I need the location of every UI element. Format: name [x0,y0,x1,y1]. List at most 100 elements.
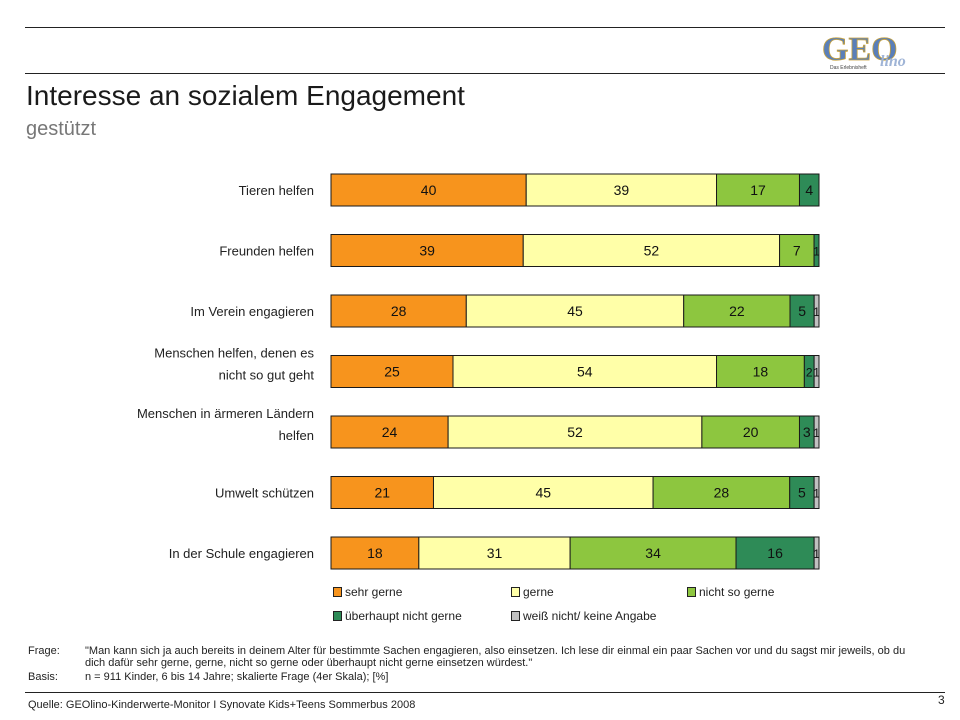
category-label-menschen-helfen-denen-es-nicht-so-gut-geht-line-2: nicht so gut geht [219,368,315,383]
data-label-umwelt-schuetzen-nicht-so-gerne: 28 [714,485,730,501]
data-label-tieren-helfen-ueberhaupt-nicht-gerne: 4 [805,182,813,198]
bar-freunden-helfen-ueberhaupt-nicht-gerne [813,234,820,267]
legend-label: überhaupt nicht gerne [345,609,462,623]
legend-swatch [333,587,342,597]
note-frage: Frage: "Man kann sich ja auch bereits in… [28,645,928,669]
data-label-freunden-helfen-gerne: 52 [644,243,660,259]
data-label-menschen-helfen-denen-es-nicht-so-gut-geht-nicht-so-gerne: 18 [753,364,769,380]
source-note: Quelle: GEOlino-Kinderwerte-Monitor I Sy… [28,699,416,711]
top-rule [25,27,945,28]
category-label-tieren-helfen: Tieren helfen [239,183,314,198]
legend-item-nicht-so-gerne: nicht so gerne [687,585,774,601]
data-label-menschen-helfen-denen-es-nicht-so-gut-geht-ueberhaupt-nicht-gerne: 2 [806,366,813,380]
legend-label: nicht so gerne [699,585,775,599]
bar-in-der-schule-engagieren-sehr-gerne [330,536,420,570]
geolino-logo: GEO lino Das Erlebnisheft [822,31,906,71]
data-label-menschen-helfen-denen-es-nicht-so-gut-geht-gerne: 54 [577,364,593,380]
data-label-in-der-schule-engagieren-sehr-gerne: 18 [367,545,383,561]
legend-swatch [333,611,342,621]
legend-item-gerne: gerne [511,585,554,601]
data-label-in-der-schule-engagieren-ueberhaupt-nicht-gerne: 16 [767,545,783,561]
bar-menschen-in-aermeren-laendern-helfen-sehr-gerne [330,415,449,449]
legend-item-ueberhaupt-nicht-gerne: überhaupt nicht gerne [333,609,462,625]
data-label-menschen-in-aermeren-laendern-helfen-sehr-gerne: 24 [382,424,398,440]
bar-menschen-in-aermeren-laendern-helfen-nicht-so-gerne [701,415,800,449]
bar-menschen-helfen-denen-es-nicht-so-gut-geht-sehr-gerne [330,355,454,388]
data-label-tieren-helfen-gerne: 39 [614,182,630,198]
legend-swatch [687,587,696,597]
bar-tieren-helfen-sehr-gerne [330,173,527,207]
page-title: Interesse an sozialem Engagement [26,80,465,111]
data-label-umwelt-schuetzen-ueberhaupt-nicht-gerne: 5 [798,485,806,501]
data-label-menschen-helfen-denen-es-nicht-so-gut-geht-sehr-gerne: 25 [384,364,400,380]
data-label-in-der-schule-engagieren-gerne: 31 [487,545,503,561]
bar-im-verein-engagieren-gerne [465,294,685,328]
category-label-menschen-in-aermeren-laendern-helfen-line-1: Menschen in ärmeren Ländern [137,406,314,421]
data-label-in-der-schule-engagieren-nicht-so-gerne: 34 [645,545,661,561]
data-label-umwelt-schuetzen-weiss-nicht-keine-angabe: 1 [813,487,820,501]
bar-menschen-in-aermeren-laendern-helfen-gerne [447,415,703,449]
svg-text:lino: lino [880,53,906,70]
data-label-im-verein-engagieren-weiss-nicht-keine-angabe: 1 [813,305,820,319]
note-basis-label: Basis: [28,671,58,683]
data-label-umwelt-schuetzen-sehr-gerne: 21 [374,485,390,501]
data-label-menschen-helfen-denen-es-nicht-so-gut-geht-weiss-nicht-keine-angabe: 1 [813,366,820,380]
header-rule [25,73,945,74]
data-label-im-verein-engagieren-ueberhaupt-nicht-gerne: 5 [798,303,806,319]
data-label-menschen-in-aermeren-laendern-helfen-gerne: 52 [567,424,583,440]
legend-label: gerne [523,585,554,599]
data-label-freunden-helfen-nicht-so-gerne: 7 [793,243,801,259]
legend-label: sehr gerne [345,585,403,599]
category-label-im-verein-engagieren: Im Verein engagieren [190,304,314,319]
legend-swatch [511,611,520,621]
bar-tieren-helfen-ueberhaupt-nicht-gerne [798,173,820,207]
category-label-umwelt-schuetzen: Umwelt schützen [215,486,314,501]
data-label-im-verein-engagieren-gerne: 45 [567,303,583,319]
page-number: 3 [938,693,945,707]
data-label-tieren-helfen-nicht-so-gerne: 17 [750,182,766,198]
bar-in-der-schule-engagieren-gerne [418,536,571,570]
bar-menschen-helfen-denen-es-nicht-so-gut-geht-nicht-so-gerne [716,355,805,388]
legend-item-sehr-gerne: sehr gerne [333,585,402,601]
data-label-freunden-helfen-sehr-gerne: 39 [419,243,435,259]
bar-menschen-helfen-denen-es-nicht-so-gut-geht-weiss-nicht-keine-angabe [813,355,820,388]
bar-umwelt-schuetzen-nicht-so-gerne [652,476,791,509]
bar-in-der-schule-engagieren-weiss-nicht-keine-angabe [813,536,820,570]
note-basis-text: n = 911 Kinder, 6 bis 14 Jahre; skaliert… [85,671,389,683]
svg-text:Das Erlebnisheft: Das Erlebnisheft [830,65,867,71]
bar-menschen-in-aermeren-laendern-helfen-weiss-nicht-keine-angabe [813,415,820,449]
data-label-umwelt-schuetzen-gerne: 45 [535,485,551,501]
footer-rule [25,692,945,693]
category-label-menschen-in-aermeren-laendern-helfen-line-2: helfen [279,428,314,443]
svg-text:GEO: GEO [822,31,898,68]
data-label-tieren-helfen-sehr-gerne: 40 [421,182,437,198]
legend-item-weiss-nicht: weiß nicht/ keine Angabe [511,609,656,625]
data-label-menschen-in-aermeren-laendern-helfen-nicht-so-gerne: 20 [743,424,759,440]
bar-im-verein-engagieren-weiss-nicht-keine-angabe [813,294,820,328]
legend-swatch [511,587,520,597]
data-label-freunden-helfen-ueberhaupt-nicht-gerne: 1 [813,245,820,259]
note-frage-text: "Man kann sich ja auch bereits in deinem… [85,645,906,669]
page-subtitle: gestützt [26,118,97,140]
bar-umwelt-schuetzen-sehr-gerne [330,476,434,509]
bar-in-der-schule-engagieren-nicht-so-gerne [569,536,737,570]
category-label-freunden-helfen: Freunden helfen [219,244,314,259]
category-label-in-der-schule-engagieren: In der Schule engagieren [169,546,314,561]
chart-legend: sehr gerne gerne nicht so gerne überhaup… [333,585,813,625]
note-frage-label: Frage: [28,645,60,657]
data-label-in-der-schule-engagieren-weiss-nicht-keine-angabe: 1 [813,547,820,561]
bar-im-verein-engagieren-sehr-gerne [330,294,467,328]
note-basis: Basis: n = 911 Kinder, 6 bis 14 Jahre; s… [28,671,928,683]
bar-freunden-helfen-sehr-gerne [330,234,524,267]
category-label-menschen-helfen-denen-es-nicht-so-gut-geht-line-1: Menschen helfen, denen es [154,346,314,361]
bar-in-der-schule-engagieren-ueberhaupt-nicht-gerne [735,536,815,570]
bar-im-verein-engagieren-ueberhaupt-nicht-gerne [789,294,815,328]
data-label-menschen-in-aermeren-laendern-helfen-ueberhaupt-nicht-gerne: 3 [803,424,811,440]
bar-umwelt-schuetzen-weiss-nicht-keine-angabe [813,476,820,509]
legend-label: weiß nicht/ keine Angabe [523,609,657,623]
bar-im-verein-engagieren-nicht-so-gerne [683,294,791,328]
data-label-menschen-in-aermeren-laendern-helfen-weiss-nicht-keine-angabe: 1 [813,426,820,440]
bar-menschen-helfen-denen-es-nicht-so-gut-geht-gerne [452,355,718,388]
data-label-im-verein-engagieren-sehr-gerne: 28 [391,303,407,319]
